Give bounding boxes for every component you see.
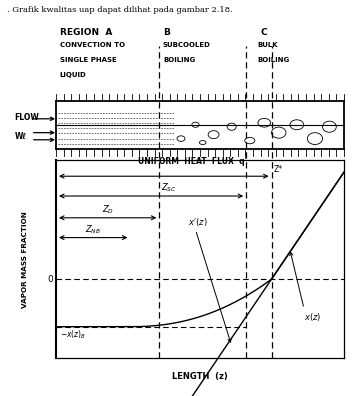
Text: $Z_{SC}$: $Z_{SC}$ [161, 181, 177, 194]
Text: CONVECTION TO: CONVECTION TO [60, 42, 125, 48]
Text: B: B [163, 28, 170, 37]
Text: SINGLE PHASE: SINGLE PHASE [60, 57, 117, 63]
Text: VAPOR MASS FRACTION: VAPOR MASS FRACTION [22, 211, 28, 308]
Text: BOILING: BOILING [257, 57, 289, 63]
Text: LIQUID: LIQUID [60, 72, 87, 78]
Text: REGION  A: REGION A [60, 28, 112, 37]
Text: LENGTH  (z): LENGTH (z) [172, 372, 228, 381]
Text: FLOW: FLOW [14, 113, 39, 122]
Text: $Z_D$: $Z_D$ [102, 203, 114, 216]
Text: Z*: Z* [273, 165, 282, 174]
Text: $x'(z)$: $x'(z)$ [188, 216, 208, 228]
Text: SUBCOOLED: SUBCOOLED [163, 42, 211, 48]
Text: $-x(z)_B$: $-x(z)_B$ [60, 329, 87, 341]
Text: Wℓ: Wℓ [14, 132, 26, 141]
Text: $Z_{NB}$: $Z_{NB}$ [85, 223, 101, 236]
Text: $x(z)$: $x(z)$ [304, 311, 321, 323]
Text: 0: 0 [47, 275, 53, 284]
Text: BOILING: BOILING [163, 57, 195, 63]
Text: UNIFORM  HEAT  FLUX  qʹ: UNIFORM HEAT FLUX qʹ [138, 157, 247, 166]
Text: . Grafik kwalitas uap dapat dilihat pada gambar 2.18.: . Grafik kwalitas uap dapat dilihat pada… [7, 6, 233, 14]
Text: BULK: BULK [257, 42, 278, 48]
Text: C: C [261, 28, 267, 37]
